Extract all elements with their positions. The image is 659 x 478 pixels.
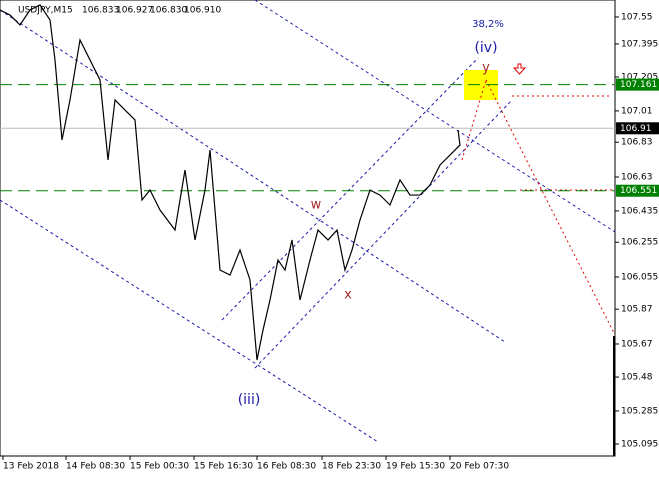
y-tick-label: 106.63 (621, 172, 653, 182)
y-tick-label: 105.285 (621, 406, 658, 416)
level-badge (616, 78, 659, 91)
level-badge (616, 122, 659, 135)
y-tick-label: 107.395 (621, 39, 658, 49)
y-tick-label: 106.83 (621, 138, 653, 148)
x-tick-label: 13 Feb 2018 (3, 462, 59, 472)
ohlc-open: 106.833 (82, 6, 119, 16)
y-tick-label: 105.095 (621, 439, 658, 449)
level-label: 106.91 (620, 124, 652, 134)
symbol: USDJPY,M15 (18, 6, 73, 16)
ohlc-close: 106.910 (184, 6, 221, 16)
volume-bar (613, 336, 615, 456)
y-tick-label: 107.55 (621, 12, 653, 22)
y-tick-label: 107.205 (621, 72, 658, 82)
level-badge (616, 184, 659, 197)
wave-label: (iii) (238, 392, 261, 408)
x-tick-label: 15 Feb 16:30 (194, 462, 253, 472)
x-tick-label: 19 Feb 15:30 (386, 462, 445, 472)
channel-lines (0, 0, 616, 443)
y-tick-label: 105.48 (621, 373, 653, 383)
y-tick-label: 106.055 (621, 273, 658, 283)
level-label: 107.161 (620, 80, 657, 90)
level-label: 106.551 (620, 186, 657, 196)
x-tick-label: 16 Feb 08:30 (257, 462, 316, 472)
arrow-icon (512, 63, 527, 75)
price-line (0, 4, 461, 361)
wave-label: (iv) (474, 40, 497, 56)
wave-label: w (311, 198, 322, 213)
x-tick-label: 20 Feb 07:30 (450, 462, 509, 472)
forecast-arrows (461, 79, 616, 336)
x-tick-label: 18 Feb 23:30 (322, 462, 381, 472)
y-tick-label: 107.01 (621, 106, 653, 116)
plot-frame (0, 0, 616, 457)
y-tick-label: 105.87 (621, 305, 653, 315)
y-tick-label: 105.67 (621, 339, 653, 349)
wave-label: x (344, 288, 352, 303)
wave-label: y (482, 61, 490, 76)
x-tick-label: 15 Feb 00:30 (130, 462, 189, 472)
ohlc-high: 106.927 (116, 6, 153, 16)
y-tick-label: 106.255 (621, 238, 658, 248)
x-tick-label: 14 Feb 08:30 (66, 462, 125, 472)
fib-label: 38,2% (472, 19, 504, 30)
y-tick-label: 106.435 (621, 206, 658, 216)
ohlc-low: 106.830 (150, 6, 187, 16)
